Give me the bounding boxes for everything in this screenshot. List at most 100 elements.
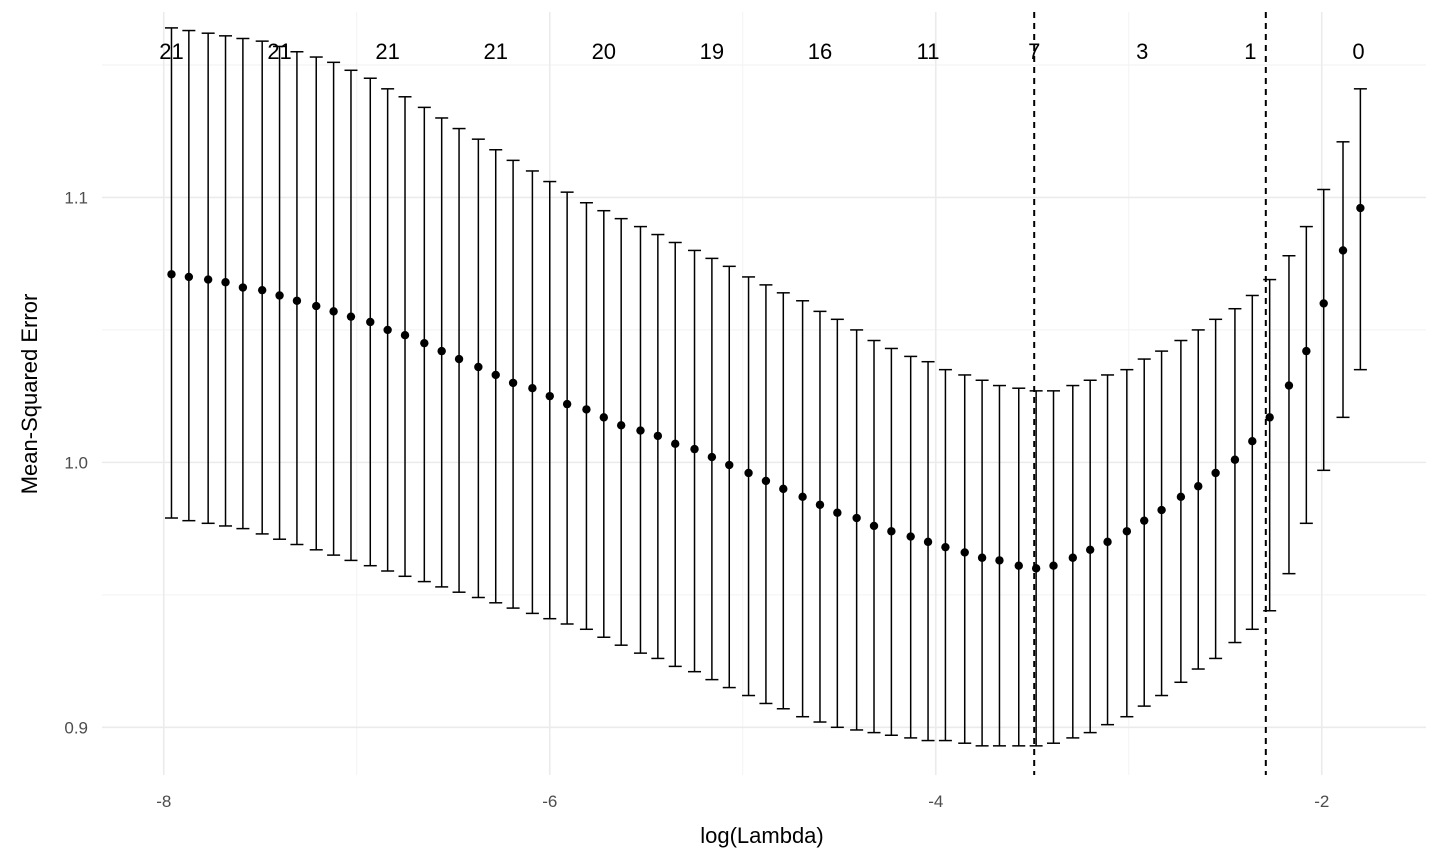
y-tick-label: 1.0 (64, 453, 88, 472)
data-point (1265, 413, 1274, 422)
error-bar (921, 360, 935, 742)
data-point (653, 431, 663, 441)
error-bar (579, 202, 593, 631)
data-point (474, 362, 483, 372)
data-point (941, 542, 950, 552)
data-point (887, 527, 896, 536)
data-points (167, 203, 1365, 573)
data-point (977, 553, 987, 562)
data-point (329, 307, 338, 316)
data-point (906, 532, 915, 541)
data-point (725, 460, 734, 470)
data-point (1103, 537, 1112, 547)
top-label: 11 (917, 39, 940, 64)
data-point (798, 492, 807, 502)
data-point (454, 354, 464, 364)
data-point (1211, 468, 1220, 478)
data-point (616, 421, 626, 430)
y-axis-title: Mean-Squared Error (17, 294, 42, 495)
data-point (761, 476, 771, 486)
data-point (420, 338, 429, 348)
data-point (1248, 436, 1257, 446)
y-tick-label: 0.9 (64, 718, 88, 737)
error-bar (705, 257, 719, 681)
data-point (1014, 561, 1023, 570)
error-bar (958, 374, 972, 744)
data-point (167, 270, 176, 279)
error-bar (904, 355, 918, 739)
data-point (383, 325, 392, 335)
x-axis-title: log(Lambda) (700, 823, 824, 848)
error-bar (776, 292, 790, 710)
data-point (1176, 492, 1186, 502)
top-label: 21 (375, 39, 399, 64)
data-point (1230, 455, 1240, 464)
y-axis-ticks: 0.9 1.0 1.1 (64, 188, 88, 737)
error-bar (651, 233, 665, 660)
error-bar (1336, 141, 1350, 419)
error-bar (1155, 350, 1169, 697)
data-point (1049, 561, 1058, 570)
data-point (400, 331, 410, 340)
data-point (1122, 527, 1132, 536)
data-point (366, 317, 375, 327)
data-point (636, 426, 645, 435)
x-tick-label: -8 (156, 792, 171, 811)
error-bar (1209, 318, 1223, 660)
error-bar (722, 265, 736, 689)
error-bar (830, 318, 844, 729)
error-bar (688, 249, 702, 673)
error-bar (796, 300, 810, 718)
data-point (203, 275, 213, 284)
data-point (707, 452, 717, 462)
data-point (1031, 564, 1041, 573)
data-point (599, 413, 609, 422)
data-point (1319, 299, 1328, 308)
top-label: 21 (159, 39, 183, 64)
data-point (815, 500, 825, 509)
error-bar (1282, 254, 1296, 575)
top-labels: 21 21 21 21 20 19 16 11 7 3 1 0 (159, 39, 1364, 64)
error-bar (614, 217, 628, 646)
data-point (491, 370, 500, 380)
x-tick-label: -2 (1314, 792, 1329, 811)
data-point (671, 439, 680, 449)
data-point (184, 272, 194, 282)
error-bar (759, 284, 773, 705)
data-point (508, 378, 518, 388)
top-label: 3 (1136, 39, 1148, 64)
data-point (312, 301, 321, 311)
major-gridlines (102, 12, 1426, 775)
error-bar (597, 209, 611, 638)
error-bar (813, 310, 827, 723)
top-label: 19 (700, 39, 724, 64)
top-label: 20 (592, 39, 616, 64)
data-point (869, 521, 879, 531)
error-bar (1317, 188, 1331, 472)
data-point (1140, 516, 1149, 525)
data-point (275, 291, 284, 300)
top-label: 7 (1028, 39, 1040, 64)
data-point (1157, 505, 1166, 515)
error-bar (1353, 88, 1367, 371)
x-tick-label: -6 (542, 792, 557, 811)
data-point (1302, 346, 1311, 356)
data-point (257, 285, 267, 295)
data-point (1068, 553, 1078, 562)
error-bar (867, 339, 881, 734)
error-bar (1228, 307, 1242, 644)
data-point (292, 296, 302, 305)
top-label: 16 (808, 39, 832, 64)
data-point (437, 346, 446, 356)
data-point (779, 484, 788, 494)
data-point (221, 278, 230, 287)
x-tick-label: -4 (928, 792, 943, 811)
data-point (833, 508, 842, 517)
data-point (528, 384, 537, 393)
error-bar (884, 347, 898, 737)
error-bar (938, 368, 952, 742)
error-bar (1137, 358, 1151, 707)
error-bars (164, 27, 1367, 747)
